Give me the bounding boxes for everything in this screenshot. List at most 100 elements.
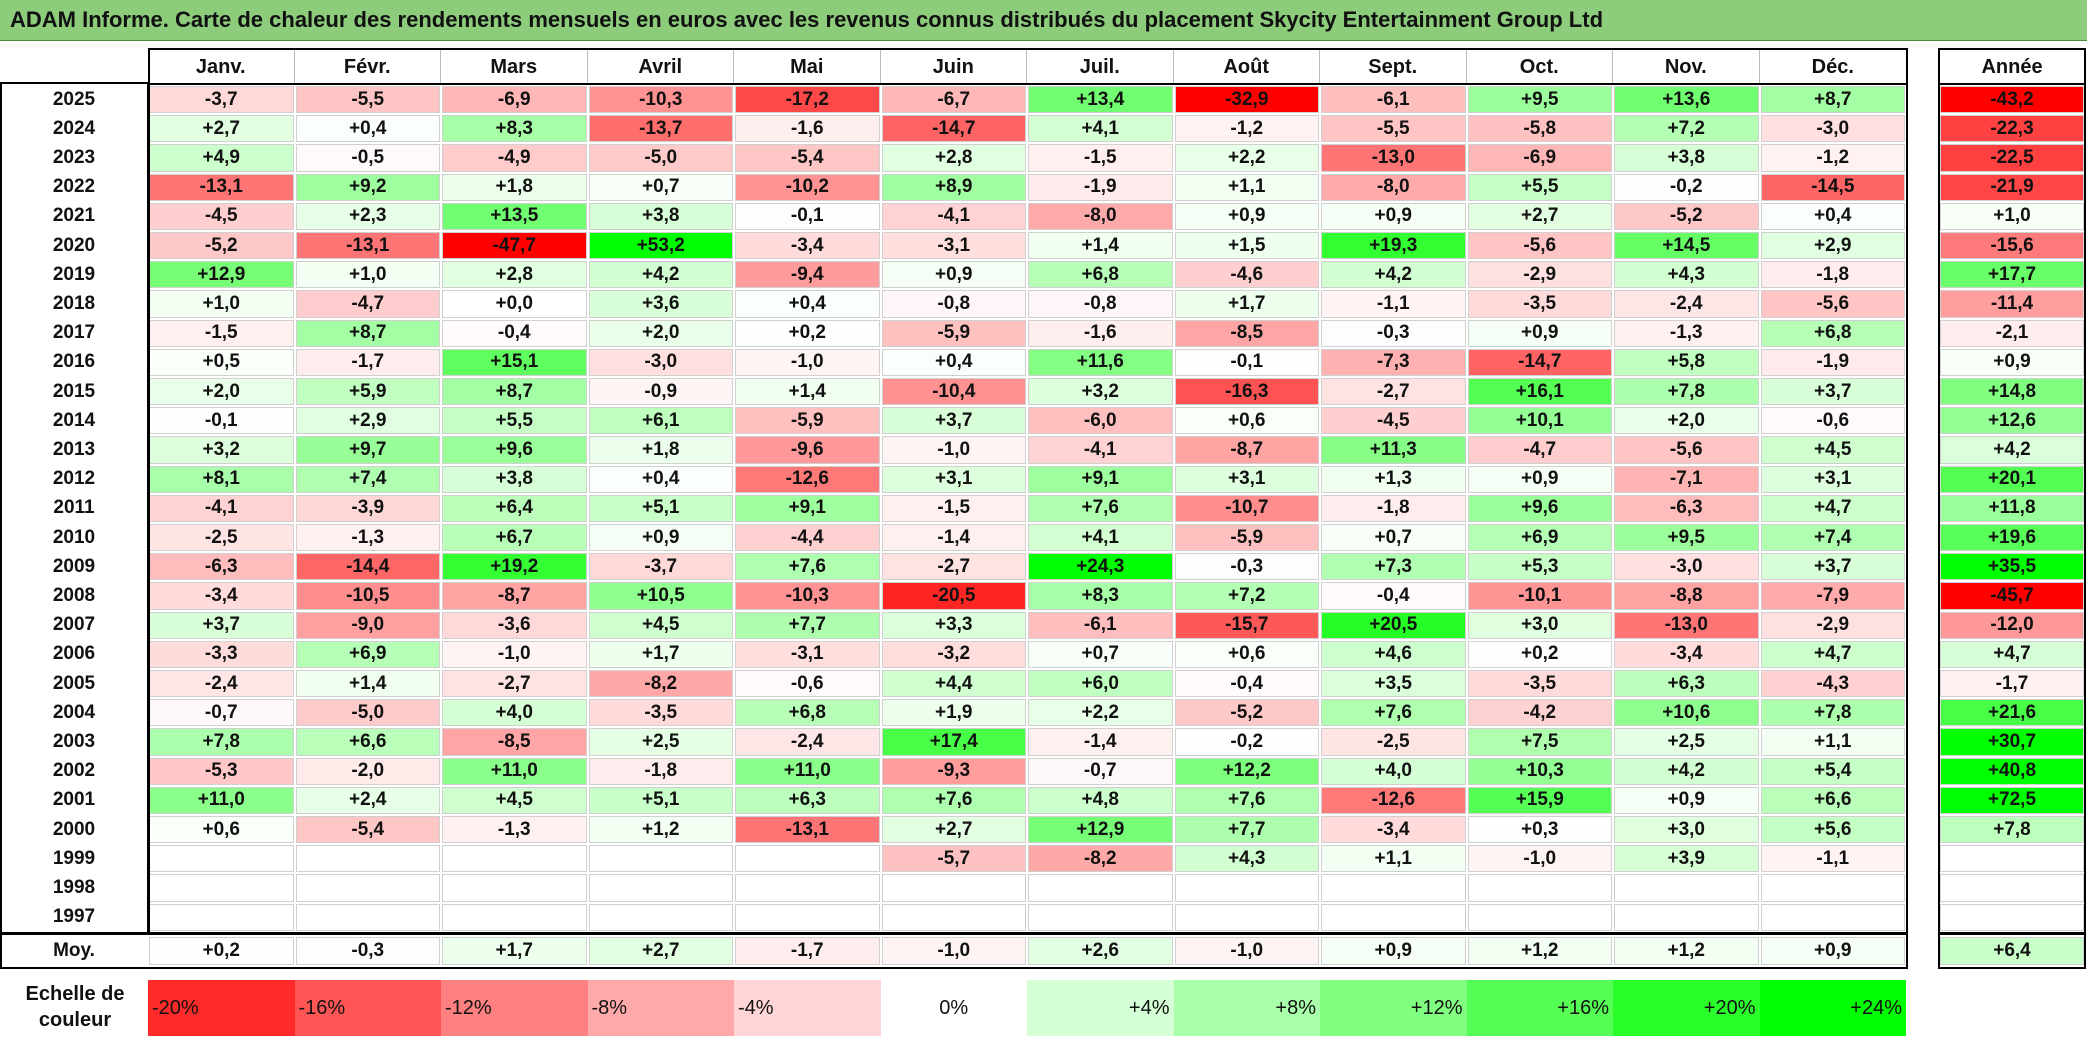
heatmap-cell xyxy=(588,845,733,873)
heatmap-cell: +3,7 xyxy=(881,407,1026,435)
heatmap-cell: +6,7 xyxy=(442,524,587,552)
annual-total-cell: +12,6 xyxy=(1940,407,2084,435)
heatmap-cell: -2,7 xyxy=(442,670,587,698)
heatmap-cell: +11,0 xyxy=(735,757,880,785)
heatmap-cell: +1,7 xyxy=(588,640,733,668)
heatmap-cell xyxy=(295,845,440,873)
heatmap-cell: -3,4 xyxy=(1321,816,1466,844)
heatmap-cell: -1,4 xyxy=(881,524,1026,552)
heatmap-cell: +3,5 xyxy=(1321,670,1466,698)
heatmap-cell xyxy=(881,903,1026,931)
heatmap-cell: +4,7 xyxy=(1760,640,1905,668)
heatmap-cell: -14,7 xyxy=(881,115,1026,143)
heatmap-cell: -8,7 xyxy=(1174,436,1319,464)
heatmap-cell: +11,0 xyxy=(442,757,587,785)
heatmap-cell: -14,5 xyxy=(1760,173,1905,201)
heatmap-cell: +2,7 xyxy=(149,115,294,143)
heatmap-cell: +15,9 xyxy=(1467,786,1612,814)
annual-total-cell: -22,5 xyxy=(1940,144,2084,172)
heatmap-cell: +3,1 xyxy=(1174,465,1319,493)
month-header: Sept. xyxy=(1320,50,1467,84)
heatmap-cell: -0,9 xyxy=(588,378,733,406)
heatmap-cell: -2,5 xyxy=(1321,728,1466,756)
year-label: 2021 xyxy=(52,205,96,227)
average-total-cell: +6,4 xyxy=(1940,937,2084,965)
average-cell: -1,0 xyxy=(881,937,1026,965)
heatmap-cell: -13,0 xyxy=(1321,144,1466,172)
year-label: 2000 xyxy=(52,818,96,840)
heatmap-cell: +2,9 xyxy=(295,407,440,435)
title-bar: ADAM Informe. Carte de chaleur des rende… xyxy=(0,0,2087,41)
annual-total-cell xyxy=(1940,874,2084,902)
heatmap-cell: -6,0 xyxy=(1028,407,1173,435)
heatmap-cell: -5,0 xyxy=(295,699,440,727)
heatmap-cell: +9,7 xyxy=(295,436,440,464)
annual-total-cell: -45,7 xyxy=(1940,582,2084,610)
heatmap-cell: +3,8 xyxy=(1614,144,1759,172)
year-column-header: Année xyxy=(1981,55,2043,78)
heatmap-cell: +0,2 xyxy=(1467,640,1612,668)
heatmap-cell xyxy=(735,874,880,902)
heatmap-cell: -10,1 xyxy=(1467,582,1612,610)
heatmap-cell: -8,2 xyxy=(588,670,733,698)
heatmap-cell: +6,3 xyxy=(735,786,880,814)
annual-total-cell: -22,3 xyxy=(1940,115,2084,143)
heatmap-cell: -1,1 xyxy=(1760,845,1905,873)
heatmap-cell: -6,1 xyxy=(1321,86,1466,114)
heatmap-cell: +7,6 xyxy=(881,786,1026,814)
heatmap-cell: -1,5 xyxy=(881,494,1026,522)
heatmap-cell: -1,0 xyxy=(735,348,880,376)
heatmap-cell: +2,5 xyxy=(588,728,733,756)
annual-total-cell: +4,2 xyxy=(1940,436,2084,464)
header-divider xyxy=(148,83,1906,85)
heatmap-cell: +6,8 xyxy=(735,699,880,727)
heatmap-cell: +2,0 xyxy=(588,319,733,347)
heatmap-cell xyxy=(1174,903,1319,931)
heatmap-cell: -4,7 xyxy=(295,290,440,318)
heatmap-cell xyxy=(295,874,440,902)
heatmap-cell: +4,0 xyxy=(442,699,587,727)
heatmap-cell: -5,5 xyxy=(295,86,440,114)
annual-total-cell: +14,8 xyxy=(1940,378,2084,406)
heatmap-cell: +4,9 xyxy=(149,144,294,172)
heatmap-cell: +1,0 xyxy=(295,261,440,289)
heatmap-cell: +5,5 xyxy=(1467,173,1612,201)
heatmap-cell xyxy=(588,874,733,902)
heatmap-cell: +7,7 xyxy=(735,611,880,639)
annual-total-cell: -12,0 xyxy=(1940,611,2084,639)
heatmap-cell: -2,4 xyxy=(1614,290,1759,318)
heatmap-cell: -1,9 xyxy=(1760,348,1905,376)
heatmap-cell: -6,1 xyxy=(1028,611,1173,639)
heatmap-cell: -5,9 xyxy=(881,319,1026,347)
year-label: 2019 xyxy=(52,263,96,285)
heatmap-cell: +0,9 xyxy=(881,261,1026,289)
heatmap-cell: -3,7 xyxy=(588,553,733,581)
month-header: Mars xyxy=(441,50,588,84)
heatmap-cell: +4,2 xyxy=(1614,757,1759,785)
heatmap-cell: -5,9 xyxy=(735,407,880,435)
heatmap-cell: +1,5 xyxy=(1174,232,1319,260)
average-cell: +2,6 xyxy=(1028,937,1173,965)
heatmap-cell: -3,0 xyxy=(1614,553,1759,581)
annual-total-cell: +7,8 xyxy=(1940,816,2084,844)
heatmap-cell: +0,4 xyxy=(588,465,733,493)
year-label: 2013 xyxy=(52,438,96,460)
heatmap-cell: +19,2 xyxy=(442,553,587,581)
heatmap-cell: +14,5 xyxy=(1614,232,1759,260)
heatmap-cell: -3,2 xyxy=(881,640,1026,668)
heatmap-cell: -4,1 xyxy=(1028,436,1173,464)
heatmap-cell: +2,5 xyxy=(1614,728,1759,756)
heatmap-cell: +0,0 xyxy=(442,290,587,318)
heatmap-cell: -13,1 xyxy=(735,816,880,844)
year-label: 2009 xyxy=(52,555,96,577)
heatmap-cell: +6,3 xyxy=(1614,670,1759,698)
heatmap-cell: -2,5 xyxy=(149,524,294,552)
heatmap-cell xyxy=(1467,874,1612,902)
year-label: 2008 xyxy=(52,584,96,606)
heatmap-cell: -5,2 xyxy=(1174,699,1319,727)
heatmap-cell: -2,7 xyxy=(1321,378,1466,406)
heatmap-cell: -6,9 xyxy=(442,86,587,114)
heatmap-cell: -1,0 xyxy=(442,640,587,668)
heatmap-cell xyxy=(1467,903,1612,931)
heatmap-cell: +53,2 xyxy=(588,232,733,260)
